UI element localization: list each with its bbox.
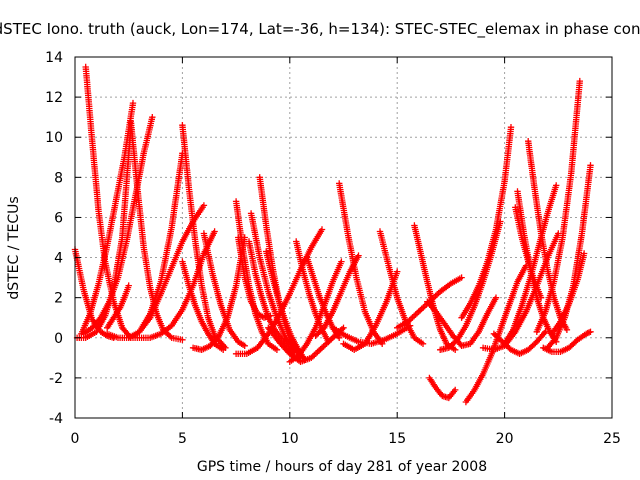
y-tick-label: 4 — [54, 251, 63, 267]
y-tick-label: 6 — [54, 210, 63, 226]
series-arc — [136, 202, 208, 335]
data-point — [355, 252, 362, 259]
y-tick-label: 14 — [45, 50, 63, 66]
y-tick-label: 8 — [54, 170, 63, 186]
chart-grid — [75, 57, 612, 418]
series-arc — [82, 63, 134, 341]
y-tick-label: -4 — [49, 411, 63, 427]
y-tick-label: 0 — [54, 331, 63, 347]
series-arc — [303, 254, 343, 341]
data-point — [318, 226, 326, 233]
y-tick-label: 2 — [54, 291, 63, 307]
series-arc — [125, 228, 218, 341]
x-tick-label: 15 — [388, 431, 406, 447]
data-point — [149, 114, 156, 121]
series-arc — [179, 258, 227, 353]
chart-marks — [71, 63, 594, 406]
series-arc — [458, 124, 515, 321]
data-point — [433, 291, 441, 298]
y-tick-label: 12 — [45, 90, 63, 106]
series-arc — [104, 282, 132, 331]
series-arc — [78, 99, 137, 337]
x-tick-label: 20 — [496, 431, 514, 447]
data-point — [273, 346, 281, 353]
data-point — [338, 258, 345, 265]
data-point — [336, 334, 343, 341]
chart-title: dSTEC Iono. truth (auck, Lon=174, Lat=-3… — [0, 20, 640, 39]
series-arc — [235, 234, 274, 321]
series-arc — [200, 230, 248, 349]
plot-frame — [74, 56, 613, 419]
y-tick-label: -2 — [49, 371, 63, 387]
y-axis-label: dSTEC / TECUs — [6, 196, 22, 299]
x-tick-label: 10 — [281, 431, 299, 447]
data-point — [340, 324, 347, 331]
series-arc — [127, 118, 186, 343]
series-arc — [426, 374, 459, 402]
data-point — [200, 202, 208, 209]
data-point — [129, 99, 137, 107]
data-point — [125, 282, 132, 289]
data-point — [211, 228, 218, 235]
series-arc — [336, 180, 386, 347]
data-point — [241, 342, 248, 349]
x-axis-label: GPS time / hours of day 281 of year 2008 — [197, 459, 487, 475]
data-point — [220, 346, 227, 353]
series-arc — [179, 122, 229, 351]
series-arc — [265, 324, 347, 365]
x-tick-label: 0 — [71, 431, 80, 447]
y-tick-label: 10 — [45, 130, 63, 146]
data-point — [179, 336, 186, 343]
x-tick-label: 5 — [178, 431, 187, 447]
x-tick-label: 25 — [603, 431, 621, 447]
